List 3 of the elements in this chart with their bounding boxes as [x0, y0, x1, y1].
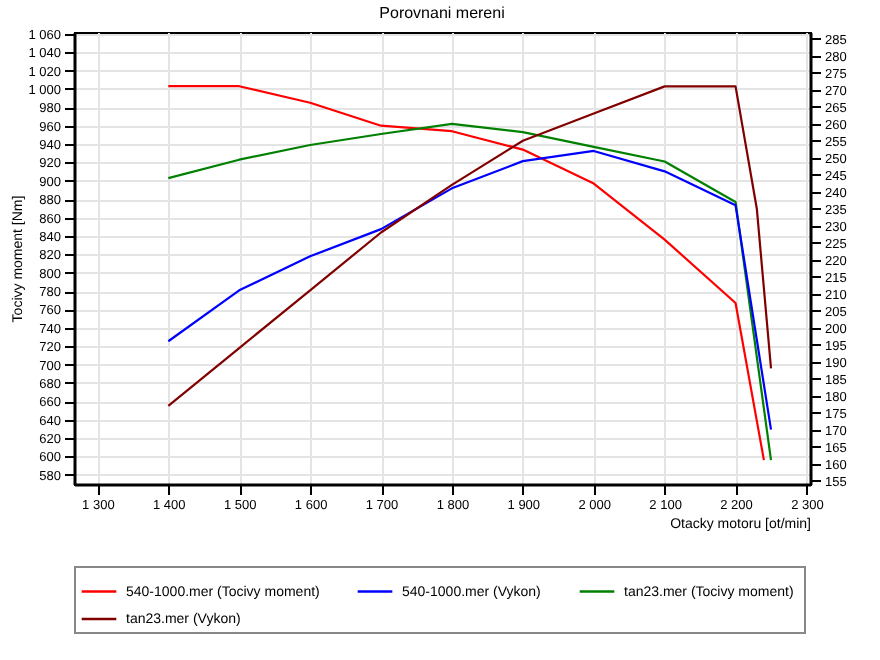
line-series	[167, 85, 773, 407]
chart-title: Porovnani mereni	[379, 3, 506, 22]
line-series	[167, 149, 773, 431]
